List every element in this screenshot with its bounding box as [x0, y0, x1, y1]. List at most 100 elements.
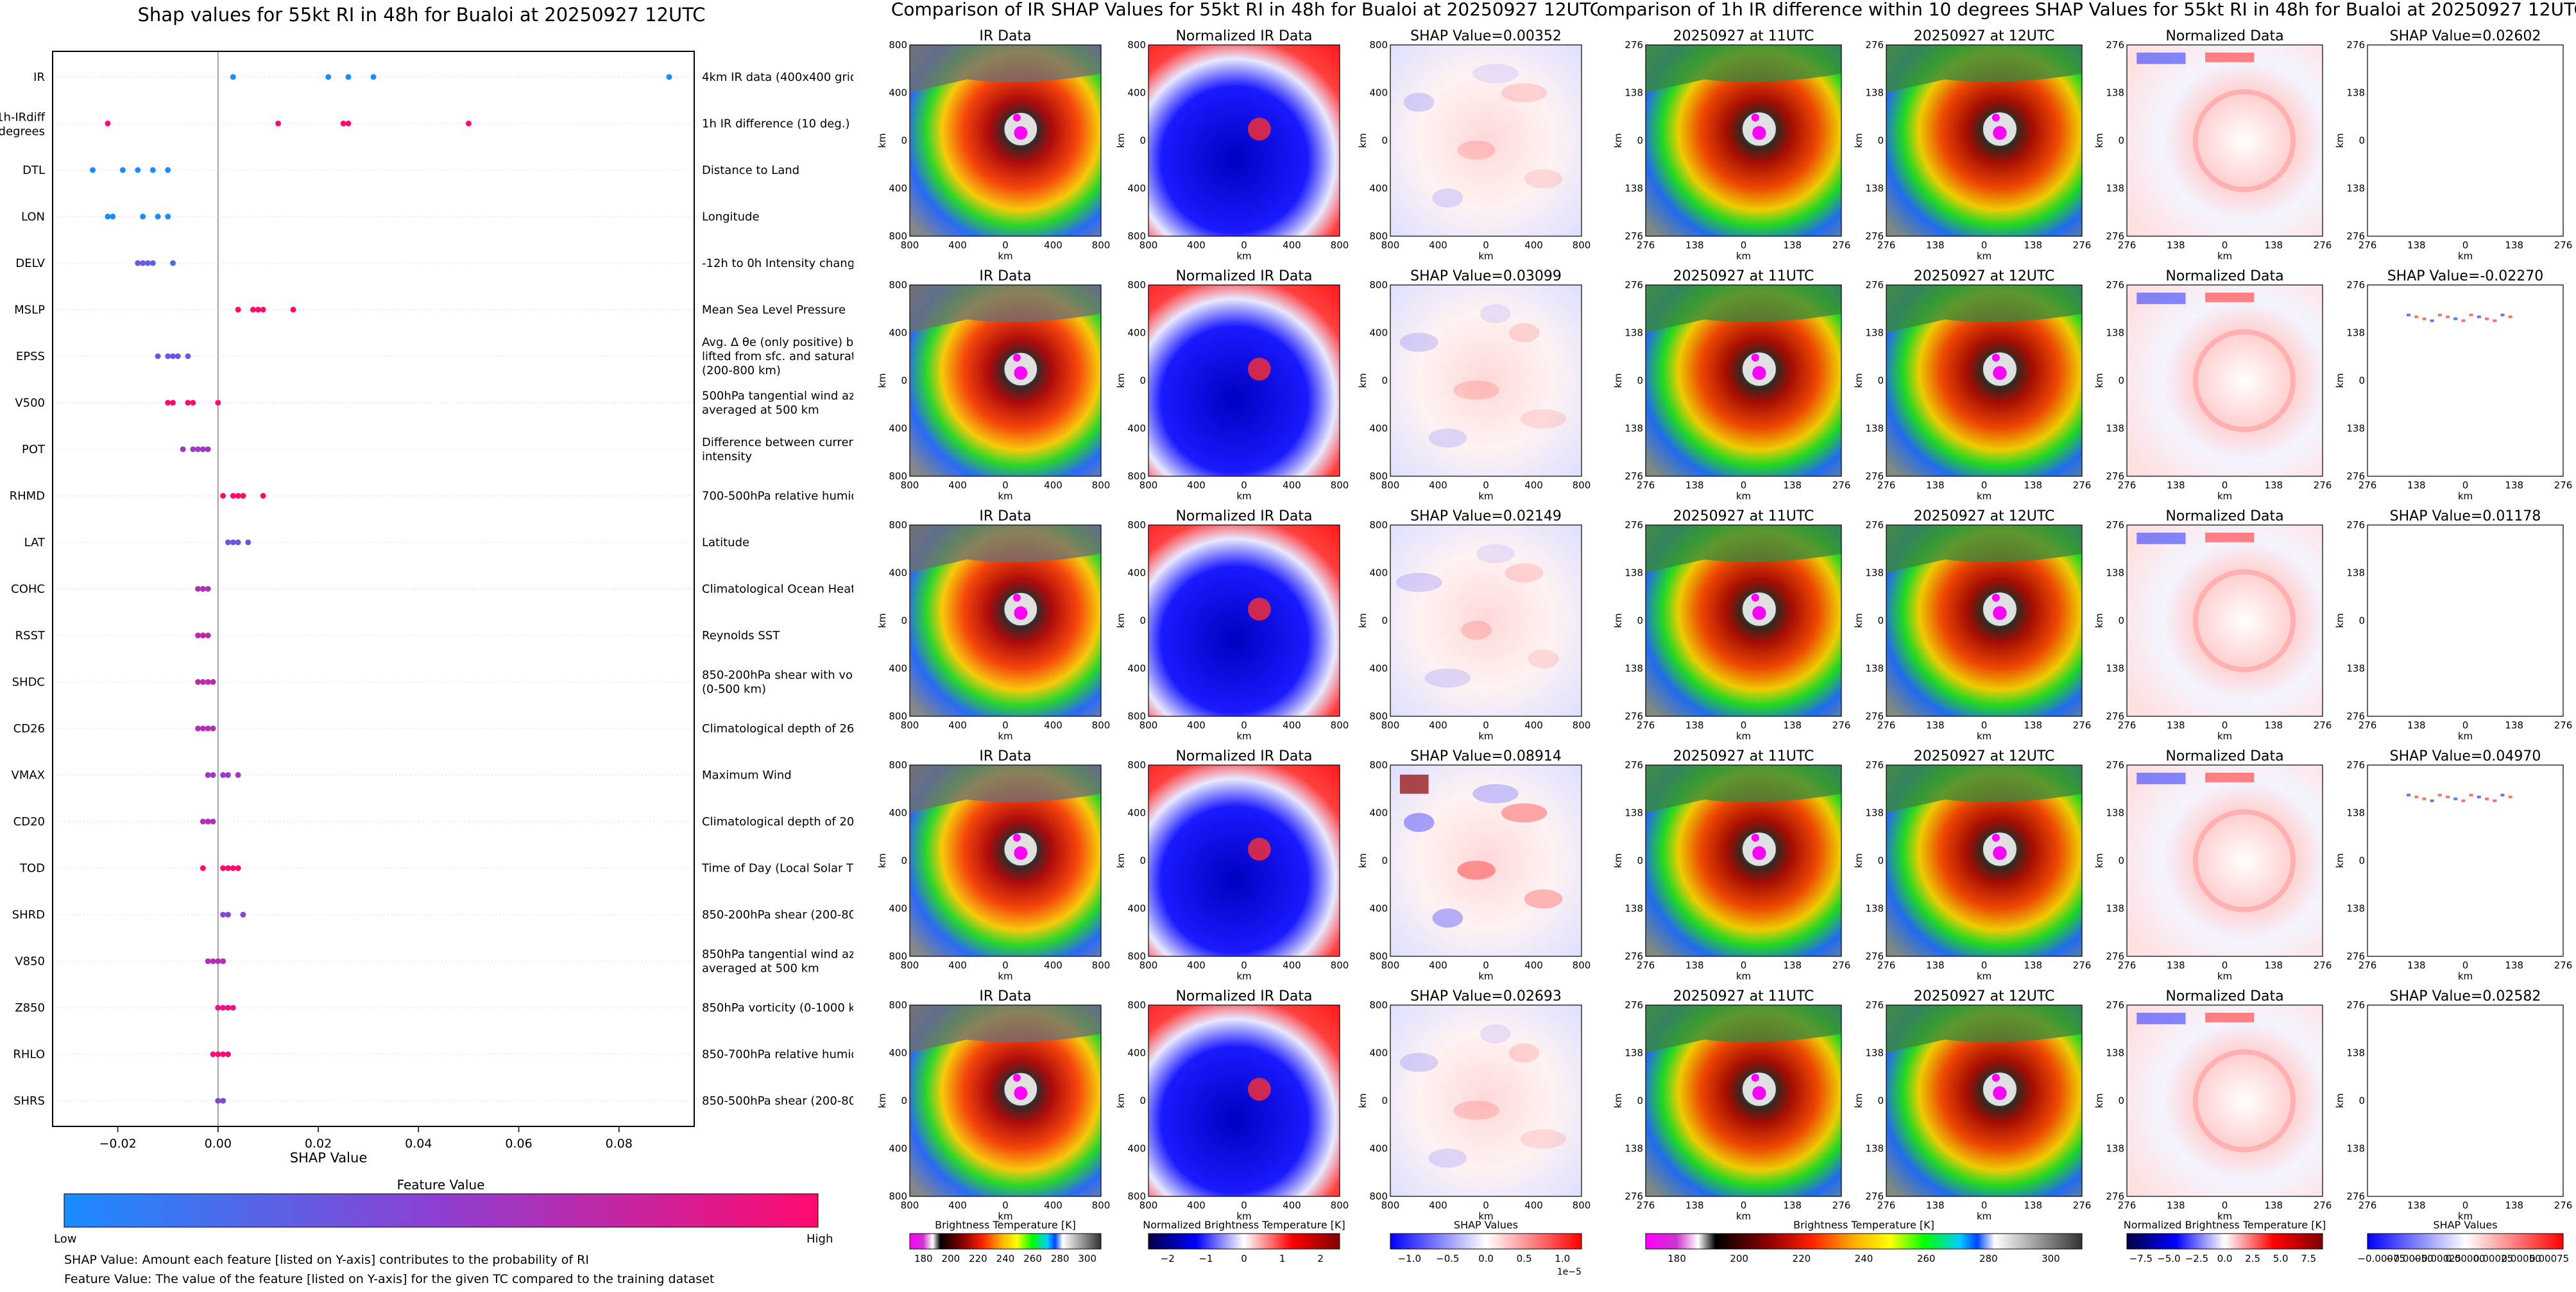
y-tick-label: 0: [1637, 855, 1643, 866]
y-tick-label: 0: [2358, 1095, 2365, 1107]
x-tick-label: 276: [2073, 1200, 2092, 1211]
y-tick-label: 0: [2118, 615, 2124, 626]
x-tick-label: 138: [2167, 960, 2185, 971]
note-shap-value: SHAP Value: Amount each feature [listed …: [64, 1253, 589, 1267]
x-tick-label: 0: [1741, 960, 1747, 971]
x-tick-label: 800: [1139, 1200, 1158, 1211]
feature-name-label: RHMD: [10, 489, 45, 503]
y-tick-label: 0: [2358, 855, 2365, 866]
x-axis-label: km: [998, 250, 1012, 262]
y-tick-label: 0: [1637, 135, 1643, 146]
subplot-frame: [2367, 764, 2564, 957]
x-tick-label: 138: [1783, 239, 1802, 251]
colorbar-exponent: 1e−5: [1557, 1267, 1582, 1277]
subplot-frame: [1645, 524, 1842, 717]
subplot-title: IR Data: [979, 268, 1031, 284]
shap-point: [215, 1098, 221, 1104]
x-axis-label: km: [1736, 1210, 1751, 1222]
shap-point: [210, 818, 216, 825]
subplot-frame: [909, 524, 1102, 717]
y-tick-label: 800: [1127, 230, 1146, 242]
y-tick-label: 276: [1625, 999, 1643, 1011]
x-tick-label: 400: [1283, 1200, 1301, 1211]
x-tick-label: 138: [2407, 1200, 2426, 1211]
x-tick-label: 800: [1139, 960, 1158, 971]
x-tick-label: 800: [1381, 960, 1400, 971]
y-tick-label: 138: [1625, 903, 1643, 915]
feature-description-label: Climatological depth of 26° C isotherm: [702, 722, 853, 736]
y-tick-label: 0: [1381, 135, 1388, 146]
x-tick-label: 400: [1524, 479, 1543, 491]
plot-frame: [52, 51, 695, 1127]
subplot-title: Normalized Data: [2165, 748, 2283, 764]
x-tick-label: 400: [1429, 239, 1447, 251]
x-tick-label: 138: [2407, 960, 2426, 971]
shap-point: [200, 865, 206, 872]
colorbar-tick-label: 260: [1917, 1253, 1936, 1264]
x-tick-label: 400: [1429, 719, 1447, 731]
y-tick-label: 400: [1369, 87, 1388, 99]
x-axis-label: km: [1478, 730, 1493, 742]
shap-point: [165, 353, 171, 359]
colorbar: Brightness Temperature [K] 180 200 220 240 26…: [909, 1219, 1102, 1264]
x-tick-label: 800: [1092, 1200, 1111, 1211]
x-tick-label: 400: [1524, 239, 1543, 251]
x-tick-label: 0: [1241, 239, 1247, 251]
x-tick-label: 400: [1044, 479, 1062, 491]
y-tick-label: 138: [2346, 183, 2365, 194]
y-tick-label: 0: [1139, 855, 1146, 866]
x-tick-label: 400: [1283, 719, 1301, 731]
subplot-frame: [1645, 284, 1842, 477]
shap-point: [210, 958, 216, 965]
subplot-frame: [2126, 44, 2323, 237]
x-tick-label: 800: [901, 719, 919, 731]
feature-name-label: SHRD: [12, 908, 45, 922]
colorbar-tick-label: 280: [1979, 1253, 1998, 1264]
y-tick-label: 276: [1625, 519, 1643, 531]
feature-description-label: 850-500hPa shear (200-800 km): [702, 1094, 853, 1108]
subplot-frame: [2367, 1004, 2564, 1197]
shap-point: [220, 1004, 226, 1011]
subplot-title: 20250927 at 12UTC: [1914, 508, 2055, 524]
normalized-ir-image: [1148, 1005, 1340, 1196]
x-tick-label: 138: [2167, 1200, 2185, 1211]
x-axis-label: km: [1736, 250, 1751, 262]
colorbar-label: Brightness Temperature [K]: [935, 1219, 1076, 1231]
shap-value-title: SHAP Value=0.02582: [2390, 988, 2541, 1004]
y-tick-label: 800: [1127, 39, 1146, 51]
shap-point: [345, 74, 352, 80]
shap-point: [210, 772, 216, 779]
colorbar: Normalized Brightness Temperature [K] −7.…: [2124, 1219, 2326, 1264]
x-tick-label: 0: [1002, 479, 1009, 491]
colorbar-tick-label: 220: [969, 1253, 987, 1264]
x-tick-label: 138: [2167, 479, 2185, 491]
shap-heatmap: [2367, 1005, 2563, 1196]
y-tick-label: 138: [1625, 807, 1643, 819]
shap-point: [200, 446, 206, 452]
x-tick-label: 800: [1331, 479, 1349, 491]
y-tick-label: 138: [2346, 327, 2365, 339]
x-tick-label: 800: [1573, 960, 1591, 971]
colorbar-gradient: [909, 1233, 1102, 1250]
x-tick-label: 276: [2314, 479, 2332, 491]
x-axis-label: km: [1478, 970, 1493, 982]
feature-description-label: Distance to Land: [702, 164, 799, 177]
y-tick-label: 276: [2346, 519, 2365, 531]
colorbar-gradient: [1148, 1233, 1340, 1250]
y-tick-label: 800: [889, 711, 907, 722]
y-tick-label: 276: [1625, 711, 1643, 722]
y-tick-label: 0: [901, 375, 907, 386]
y-tick-label: 138: [2106, 183, 2124, 194]
y-tick-label: 138: [2106, 663, 2124, 675]
subplot-frame: [1886, 524, 2083, 717]
y-tick-label: 0: [1877, 1095, 1884, 1107]
y-tick-label: 0: [1381, 855, 1388, 866]
y-tick-label: 276: [1625, 759, 1643, 771]
feature-row: IR 4km IR data (400x400 grid points): [33, 71, 901, 84]
x-tick-label: 400: [948, 719, 967, 731]
x-tick-label: 276: [2118, 1200, 2137, 1211]
x-tick-label: 276: [2554, 719, 2573, 731]
shap-point: [205, 725, 211, 732]
shap-point: [215, 399, 221, 406]
x-tick-label: 276: [1832, 479, 1851, 491]
